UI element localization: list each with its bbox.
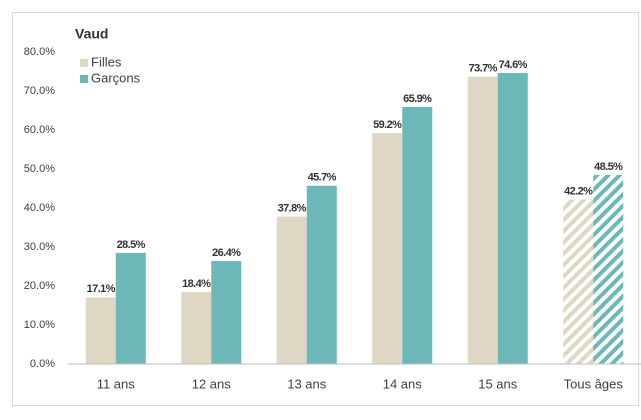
legend-swatch bbox=[80, 75, 88, 83]
bar bbox=[211, 261, 242, 364]
value-label: 26.4% bbox=[212, 247, 241, 259]
y-tick-label: 50.0% bbox=[24, 163, 55, 175]
legend-label: Garçons bbox=[91, 70, 141, 85]
y-tick-label: 10.0% bbox=[24, 319, 55, 331]
bar bbox=[372, 133, 403, 364]
value-label: 65.9% bbox=[403, 93, 432, 105]
y-tick-label: 70.0% bbox=[24, 85, 55, 97]
y-tick-label: 80.0% bbox=[24, 46, 55, 58]
y-tick-label: 30.0% bbox=[24, 241, 55, 253]
bar bbox=[497, 73, 528, 364]
chart-title: Vaud bbox=[75, 26, 108, 42]
y-tick-label: 20.0% bbox=[24, 280, 55, 292]
x-tick-label: Tous âges bbox=[564, 376, 624, 391]
value-label: 45.7% bbox=[308, 172, 337, 184]
bar bbox=[306, 185, 337, 364]
x-tick-label: 12 ans bbox=[192, 376, 232, 391]
value-label: 42.2% bbox=[564, 185, 593, 197]
value-label: 59.2% bbox=[373, 119, 402, 131]
x-tick-label: 13 ans bbox=[287, 376, 327, 391]
value-label: 28.5% bbox=[117, 239, 146, 251]
bar bbox=[181, 292, 212, 364]
bar bbox=[276, 216, 307, 364]
y-tick-label: 0.0% bbox=[30, 358, 55, 370]
y-tick-label: 40.0% bbox=[24, 202, 55, 214]
legend-label: Filles bbox=[91, 54, 122, 69]
legend-swatch bbox=[80, 59, 88, 67]
y-tick-label: 60.0% bbox=[24, 124, 55, 136]
value-label: 17.1% bbox=[87, 283, 116, 295]
x-tick-label: 11 ans bbox=[97, 376, 136, 391]
x-tick-label: 15 ans bbox=[478, 376, 518, 391]
x-tick-label: 14 ans bbox=[383, 376, 423, 391]
value-label: 18.4% bbox=[182, 278, 211, 290]
value-label: 73.7% bbox=[469, 62, 498, 74]
value-label: 74.6% bbox=[499, 59, 528, 71]
bar bbox=[593, 174, 624, 364]
bar bbox=[85, 297, 116, 364]
bar bbox=[115, 252, 146, 364]
bar bbox=[563, 199, 594, 364]
value-label: 37.8% bbox=[278, 202, 307, 214]
bar bbox=[402, 106, 433, 365]
value-label: 48.5% bbox=[594, 161, 623, 173]
bar bbox=[467, 76, 498, 364]
